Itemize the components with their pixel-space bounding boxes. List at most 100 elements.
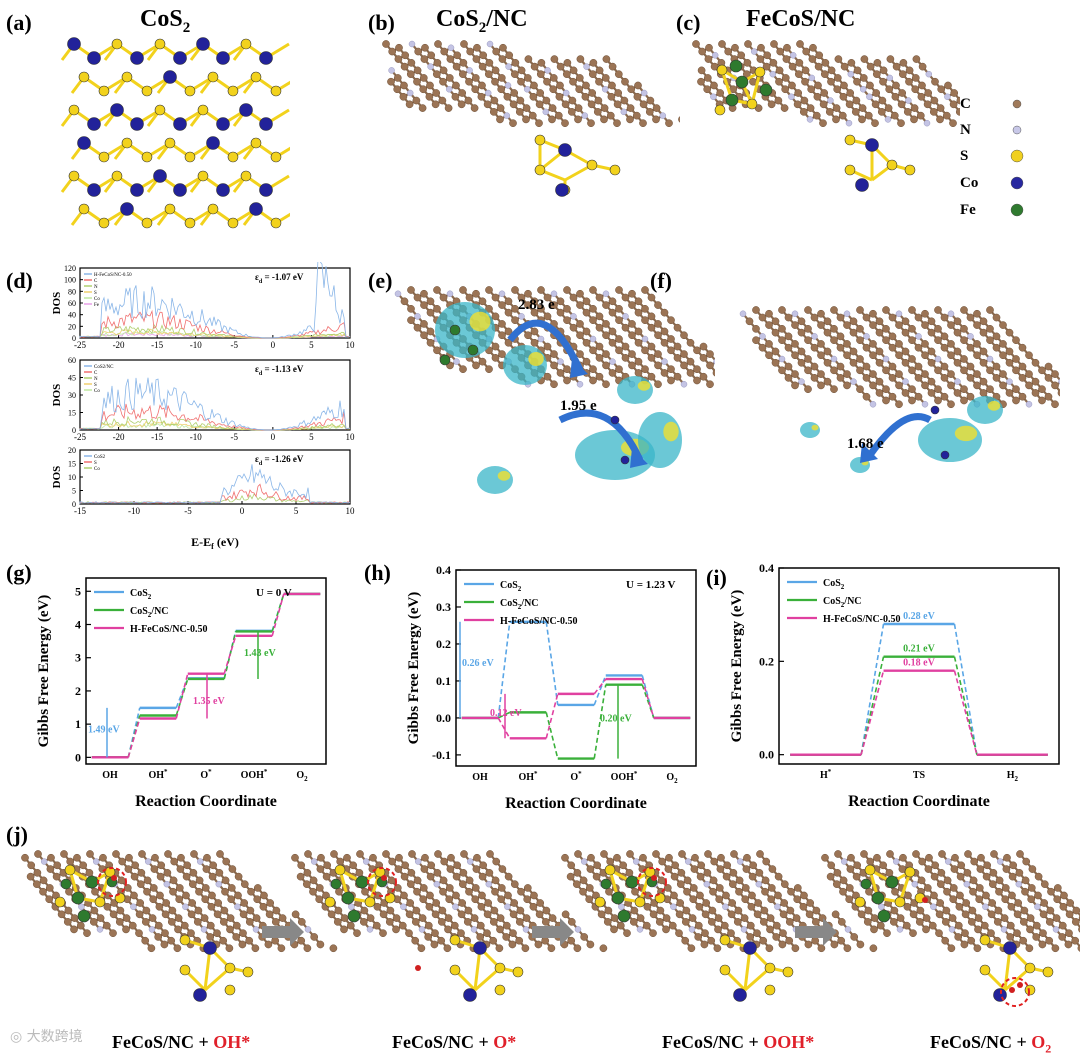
carbon-atom xyxy=(947,400,955,409)
carbon-atom xyxy=(833,85,842,94)
fe-atom xyxy=(877,909,891,923)
carbon-atom xyxy=(930,96,939,105)
carbon-atom xyxy=(912,55,921,63)
s-atom xyxy=(121,71,133,83)
carbon-atom xyxy=(1038,366,1046,375)
connector xyxy=(497,717,511,739)
nitrogen-atom xyxy=(394,290,402,298)
legend-n: N xyxy=(960,122,971,138)
carbon-atom xyxy=(445,895,454,904)
nitrogen-atom xyxy=(583,63,590,70)
carbon-atom xyxy=(379,929,387,938)
panel-i-label: (i) xyxy=(706,565,727,590)
co-atom xyxy=(216,183,230,197)
carbon-atom xyxy=(914,313,923,322)
carbon-atom xyxy=(712,369,715,377)
carbon-atom xyxy=(555,92,564,101)
carbon-atom xyxy=(784,362,793,371)
carbon-atom xyxy=(595,323,604,332)
carbon-atom xyxy=(918,857,927,866)
carbon-atom xyxy=(1044,362,1053,371)
carbon-atom xyxy=(697,77,705,86)
carbon-atom xyxy=(647,354,656,362)
carbon-atom xyxy=(502,933,511,941)
carbon-atom xyxy=(641,365,649,374)
carbon-atom xyxy=(767,100,776,109)
carbon-atom xyxy=(677,868,686,877)
carbon-atom xyxy=(912,850,920,858)
carbon-atom xyxy=(654,380,662,389)
s-atom xyxy=(98,217,110,229)
carbon-atom xyxy=(414,47,423,56)
carbon-atom xyxy=(484,899,493,907)
carbon-atom xyxy=(1045,918,1054,926)
nitrogen-atom xyxy=(544,67,551,74)
carbon-atom xyxy=(602,380,610,389)
carbon-atom xyxy=(232,921,241,930)
carbon-atom xyxy=(904,891,912,900)
carbon-atom xyxy=(830,336,838,345)
carbon-atom xyxy=(791,340,799,348)
carbon-atom xyxy=(548,914,557,922)
carbon-atom xyxy=(832,115,840,124)
carbon-atom xyxy=(916,111,925,120)
carbon-atom xyxy=(156,891,164,900)
carbon-atom xyxy=(885,868,894,877)
carbon-atom xyxy=(457,910,466,919)
carbon-atom xyxy=(783,43,791,52)
carbon-atom xyxy=(411,918,420,926)
legend-atom-N xyxy=(1012,125,1022,135)
carbon-atom xyxy=(208,891,216,900)
carbon-atom xyxy=(582,308,591,317)
carbon-atom xyxy=(189,868,198,877)
carbon-atom xyxy=(979,317,988,326)
carbon-atom xyxy=(979,328,988,337)
carbon-atom xyxy=(315,884,324,892)
s-atom xyxy=(534,134,546,146)
carbon-atom xyxy=(815,51,824,60)
chart-title: U = 0 V xyxy=(256,587,292,599)
carbon-atom xyxy=(195,887,203,896)
nitrogen-atom xyxy=(954,378,961,385)
carbon-atom xyxy=(875,389,884,397)
nitrogen-atom xyxy=(504,82,512,89)
carbon-atom xyxy=(245,918,254,926)
nitrogen-atom xyxy=(1034,903,1041,911)
charge-blob xyxy=(638,412,682,468)
carbon-atom xyxy=(908,336,916,345)
ytick-label: 15 xyxy=(68,409,76,418)
fe-atom xyxy=(449,324,461,336)
oxygen-atom xyxy=(1009,987,1015,993)
carbon-atom xyxy=(852,96,861,105)
carbon-atom xyxy=(452,891,460,900)
nitrogen-atom xyxy=(557,358,564,365)
carbon-atom xyxy=(914,343,923,352)
carbon-atom xyxy=(593,108,602,116)
connector xyxy=(860,670,885,755)
carbon-atom xyxy=(843,381,851,390)
carbon-atom xyxy=(686,357,695,366)
co-atom xyxy=(930,405,940,415)
carbon-atom xyxy=(606,111,615,120)
carbon-atom xyxy=(496,115,504,124)
carbon-atom xyxy=(843,340,851,348)
charge-f-value: 1.68 e xyxy=(847,436,884,452)
carbon-atom xyxy=(917,92,926,101)
carbon-atom xyxy=(1032,933,1041,941)
carbon-atom xyxy=(811,918,820,926)
carbon-atom xyxy=(561,100,570,109)
carbon-atom xyxy=(1046,906,1055,915)
nitrogen-atom xyxy=(640,89,648,97)
co-atom xyxy=(130,51,144,65)
carbon-atom xyxy=(921,340,929,348)
carbon-atom xyxy=(693,346,701,355)
lattice xyxy=(382,40,680,128)
fe-atom xyxy=(467,344,479,356)
carbon-atom xyxy=(594,96,603,105)
carbon-atom xyxy=(817,321,825,329)
carbon-atom xyxy=(137,868,146,877)
carbon-atom xyxy=(973,340,981,348)
connector xyxy=(545,621,559,706)
carbon-atom xyxy=(180,921,189,930)
carbon-atom xyxy=(206,933,215,941)
